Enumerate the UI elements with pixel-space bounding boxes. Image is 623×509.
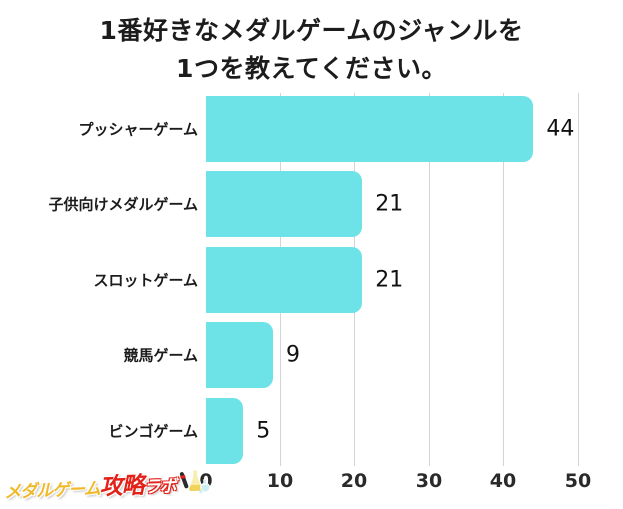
bar-row: 競馬ゲーム 9 <box>0 322 623 388</box>
bar-row: ビンゴゲーム 5 <box>0 398 623 464</box>
category-label: 子供向けメダルゲーム <box>48 195 198 214</box>
chart-title: 1番好きなメダルゲームのジャンルを 1つを教えてください。 <box>0 12 623 88</box>
category-label: 競馬ゲーム <box>123 346 198 365</box>
x-tick-label: 30 <box>415 470 443 492</box>
value-label: 9 <box>285 342 300 368</box>
bar <box>206 322 273 388</box>
chart-title-line2: 1つを教えてください。 <box>176 54 447 83</box>
x-tick-label: 50 <box>564 470 592 492</box>
category-label: ビンゴゲーム <box>108 422 198 441</box>
x-tick-label: 20 <box>340 470 368 492</box>
logo-text-labo: ラボ <box>143 476 176 498</box>
gridline-40 <box>503 93 504 466</box>
logo-text-medal-game: メダルゲーム <box>3 479 101 503</box>
chart-title-line1: 1番好きなメダルゲームのジャンルを <box>99 16 524 45</box>
bar-row: プッシャーゲーム 44 <box>0 96 623 162</box>
lab-flasks-icon <box>178 469 210 494</box>
gridline-30 <box>429 93 430 466</box>
gridline-50 <box>578 93 579 466</box>
bar-row: 子供向けメダルゲーム 21 <box>0 171 623 237</box>
bar <box>206 171 363 237</box>
site-logo: メダルゲーム 攻略 ラボ <box>3 462 210 504</box>
x-tick-label: 40 <box>489 470 517 492</box>
bar <box>206 398 244 464</box>
logo-text-kouryaku: 攻略 <box>99 472 145 501</box>
bar <box>206 96 534 162</box>
value-label: 21 <box>375 267 404 293</box>
category-label: プッシャーゲーム <box>78 120 198 139</box>
bar-row: スロットゲーム 21 <box>0 247 623 313</box>
x-tick-label: 10 <box>266 470 294 492</box>
value-label: 44 <box>546 116 575 142</box>
bar <box>206 247 363 313</box>
value-label: 5 <box>256 418 271 444</box>
value-label: 21 <box>375 191 404 217</box>
category-label: スロットゲーム <box>93 271 198 290</box>
